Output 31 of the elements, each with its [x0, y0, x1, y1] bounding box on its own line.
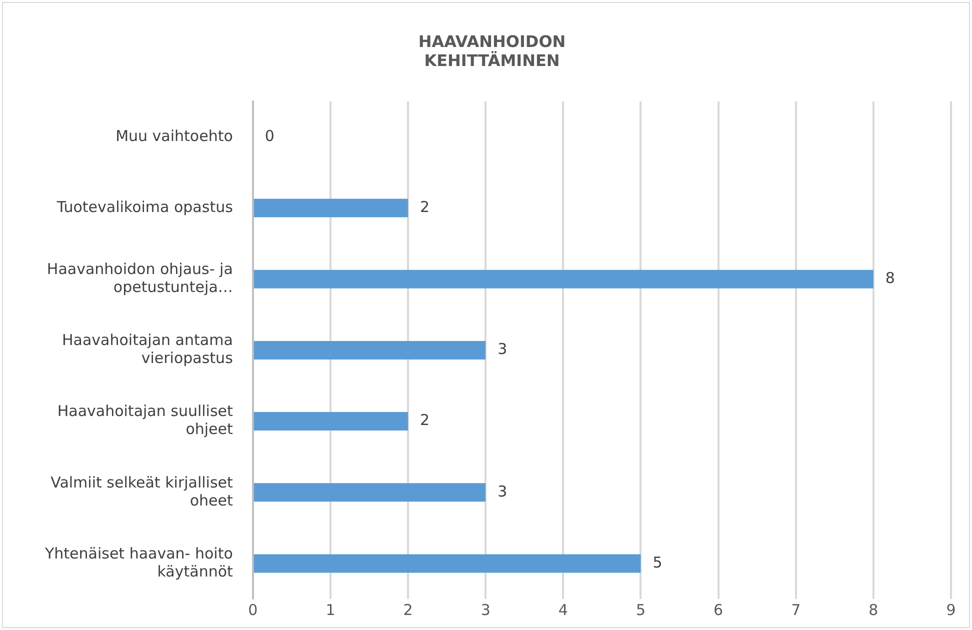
chart-title: HAAVANHOIDON KEHITTÄMINEN: [418, 32, 566, 70]
bar: [254, 340, 486, 360]
x-tick-label: 7: [791, 600, 801, 619]
data-label: 3: [498, 340, 508, 358]
x-tick-label: 5: [636, 600, 646, 619]
y-tick-label: Tuotevalikoima opastus: [56, 198, 234, 216]
x-tick-label: 3: [480, 600, 490, 619]
bar: [254, 198, 408, 218]
x-tick-label: 0: [248, 600, 258, 619]
y-tick-label: Muu vaihtoehto: [116, 126, 233, 145]
x-tick-label: 6: [714, 600, 724, 619]
data-label: 5: [652, 553, 662, 572]
x-tick-label: 2: [403, 600, 413, 619]
bar: [254, 412, 408, 431]
data-label: 2: [420, 198, 430, 216]
y-tick-label: Haavanhoidon ohjaus- ja opetustunteja…: [46, 260, 233, 296]
x-tick-label: 9: [946, 600, 956, 619]
y-tick-label: Yhtenäiset haavan- hoito käytännöt: [44, 544, 234, 580]
bar: [254, 270, 874, 288]
bar: [254, 554, 641, 573]
x-tick-label: 4: [558, 600, 568, 619]
y-tick-label: Valmiit selkeät kirjalliset oheet: [50, 473, 234, 510]
y-tick-label: Haavahoitajan suulliset ohjeet: [57, 402, 234, 438]
bar: [254, 483, 486, 502]
x-tick-label: 8: [868, 600, 878, 619]
data-label: 0: [264, 126, 274, 145]
y-tick-label: Haavahoitajan antama vieriopastus: [62, 331, 234, 368]
data-label: 2: [420, 411, 430, 430]
data-label: 8: [885, 269, 895, 288]
x-tick-label: 1: [326, 600, 336, 619]
data-label: 3: [498, 482, 508, 500]
